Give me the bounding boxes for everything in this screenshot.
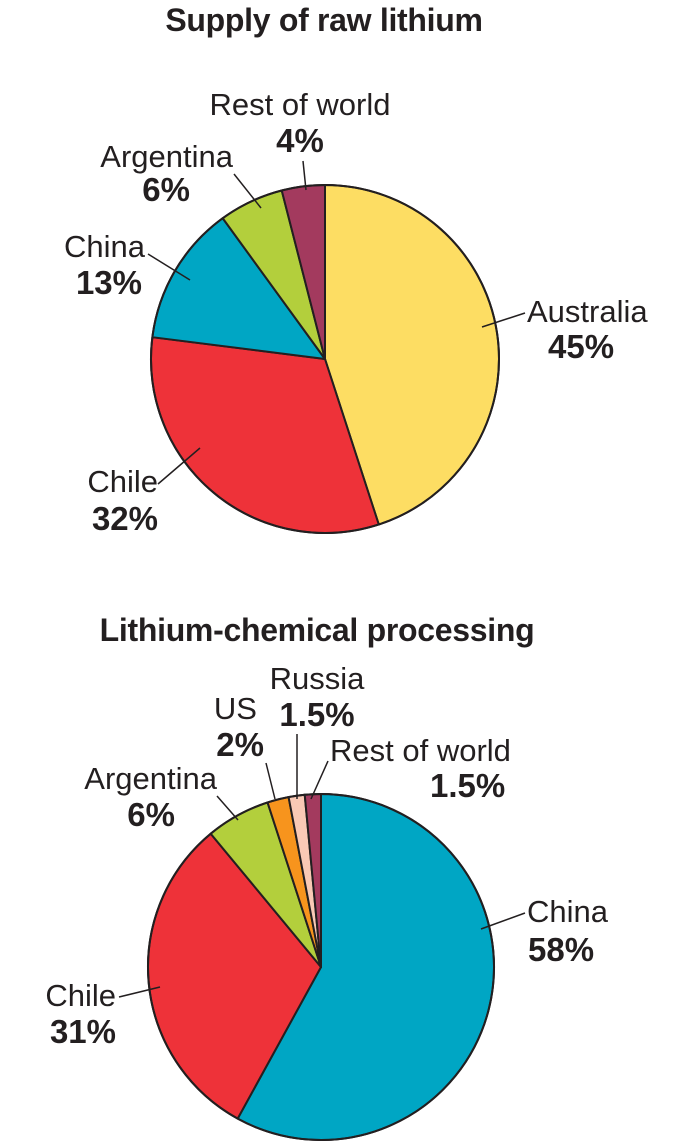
slice-value-raw-lithium-australia: 45%: [548, 328, 614, 365]
leader-line-raw-lithium-chile: [157, 447, 201, 485]
slice-label-chemical-processing-russia: Russia: [270, 661, 366, 696]
slice-value-chemical-processing-china: 58%: [528, 931, 594, 968]
slice-value-raw-lithium-argentina: 6%: [142, 171, 190, 208]
leader-line-chemical-processing-rest-of-world: [310, 760, 329, 800]
slice-value-chemical-processing-us: 2%: [216, 726, 264, 763]
slice-label-chemical-processing-us: US: [214, 691, 257, 726]
slice-label-raw-lithium-chile: Chile: [87, 464, 158, 499]
slice-label-raw-lithium-australia: Australia: [527, 294, 648, 329]
leader-line-raw-lithium-australia: [481, 312, 526, 328]
slice-label-chemical-processing-china: China: [527, 894, 609, 929]
slice-label-raw-lithium-china: China: [64, 229, 146, 264]
leader-line-chemical-processing-chile: [118, 986, 161, 998]
chart-title-chemical-processing: Lithium-chemical processing: [99, 612, 535, 648]
slice-value-chemical-processing-chile: 31%: [50, 1013, 116, 1050]
leader-line-raw-lithium-china: [147, 253, 191, 281]
leader-line-raw-lithium-argentina: [233, 173, 262, 209]
leader-line-chemical-processing-china: [480, 912, 526, 930]
slice-label-chemical-processing-argentina: Argentina: [84, 761, 217, 796]
leader-line-chemical-processing-us: [265, 762, 276, 800]
slice-value-chemical-processing-russia: 1.5%: [279, 696, 354, 733]
slice-label-chemical-processing-rest-of-world: Rest of world: [330, 733, 511, 768]
slice-value-chemical-processing-rest-of-world: 1.5%: [430, 767, 505, 804]
slice-value-raw-lithium-rest-of-world: 4%: [276, 122, 324, 159]
leader-line-chemical-processing-argentina: [216, 795, 239, 821]
pie-outline-raw-lithium: [150, 184, 500, 534]
leader-line-raw-lithium-rest-of-world: [302, 160, 307, 191]
pie-outline-chemical-processing: [147, 793, 495, 1141]
slice-label-raw-lithium-rest-of-world: Rest of world: [210, 87, 391, 122]
slice-value-raw-lithium-china: 13%: [76, 264, 142, 301]
slice-label-raw-lithium-argentina: Argentina: [100, 139, 233, 174]
chart-title-raw-lithium: Supply of raw lithium: [165, 2, 483, 38]
slice-value-chemical-processing-argentina: 6%: [127, 796, 175, 833]
slice-label-chemical-processing-chile: Chile: [45, 978, 116, 1013]
slice-value-raw-lithium-chile: 32%: [92, 500, 158, 537]
